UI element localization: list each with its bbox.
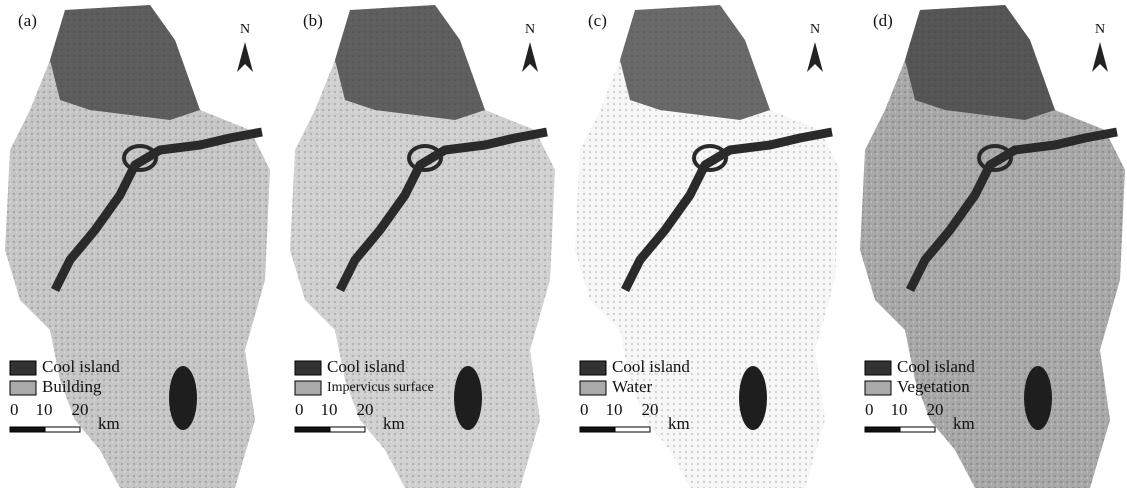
scale-bar-dark	[295, 427, 330, 432]
scale-bar-light	[45, 427, 80, 432]
scale-bar-dark	[10, 427, 45, 432]
scale-tick-label: 20	[927, 400, 944, 419]
scale-tick-label: 20	[642, 400, 659, 419]
legend-swatch-class	[865, 381, 891, 395]
scale-tick-label: 10	[606, 400, 623, 419]
scale-tick-label: 0	[580, 400, 589, 419]
scale-tick-label: 0	[10, 400, 19, 419]
lake	[454, 366, 482, 430]
scale-bar-light	[615, 427, 650, 432]
cool-island-north	[905, 5, 1055, 120]
cool-island-north	[620, 5, 770, 120]
cool-island-north	[50, 5, 200, 120]
page: {"panels": [ {"label": "(a)", "north": "…	[0, 0, 1127, 488]
legend-swatch-class	[295, 381, 321, 395]
map-panel: (b) N Cool island Impervicus surface 0 10 20 km	[290, 5, 555, 488]
north-arrow	[237, 42, 253, 72]
legend-label: Cool island	[327, 357, 405, 376]
scale-tick-label: 10	[36, 400, 53, 419]
scale-bar-light	[330, 427, 365, 432]
lake	[1024, 366, 1052, 430]
legend-swatch-class	[580, 381, 606, 395]
scale-unit: km	[668, 414, 690, 433]
panel-label: (b)	[303, 11, 323, 30]
scale-unit: km	[383, 414, 405, 433]
lake	[169, 366, 197, 430]
legend-label: Cool island	[897, 357, 975, 376]
north-label: N	[810, 22, 820, 37]
scale-tick-label: 20	[72, 400, 89, 419]
scale-bar-dark	[580, 427, 615, 432]
scale-tick-label: 0	[865, 400, 874, 419]
scale-unit: km	[953, 414, 975, 433]
panel-label: (d)	[873, 11, 893, 30]
legend-label: Building	[42, 377, 102, 396]
scale-tick-label: 10	[321, 400, 338, 419]
legend-swatch-cool-island	[10, 361, 36, 375]
cool-island-north	[335, 5, 485, 120]
legend-label: Cool island	[42, 357, 120, 376]
scale-unit: km	[98, 414, 120, 433]
legend-swatch-cool-island	[580, 361, 606, 375]
legend-swatch-class	[10, 381, 36, 395]
scale-tick-label: 0	[295, 400, 304, 419]
north-arrow	[807, 42, 823, 72]
scale-bar-dark	[865, 427, 900, 432]
north-arrow	[522, 42, 538, 72]
north-label: N	[240, 22, 250, 37]
legend-label: Vegetation	[897, 377, 970, 396]
figure: (a)NCool islandBuilding01020km(b)NCool i…	[0, 0, 1127, 488]
lake	[739, 366, 767, 430]
legend-label: Water	[612, 377, 652, 396]
north-arrow	[1092, 42, 1108, 72]
legend-swatch-cool-island	[865, 361, 891, 375]
scale-bar-light	[900, 427, 935, 432]
legend-label: Impervicus surface	[327, 380, 434, 395]
north-label: N	[525, 22, 535, 37]
scale-tick-label: 10	[891, 400, 908, 419]
legend-swatch-cool-island	[295, 361, 321, 375]
north-label: N	[1095, 22, 1105, 37]
scale-tick-label: 20	[357, 400, 374, 419]
legend-label: Cool island	[612, 357, 690, 376]
panel-label: (c)	[588, 11, 607, 30]
panel-label: (a)	[18, 11, 37, 30]
